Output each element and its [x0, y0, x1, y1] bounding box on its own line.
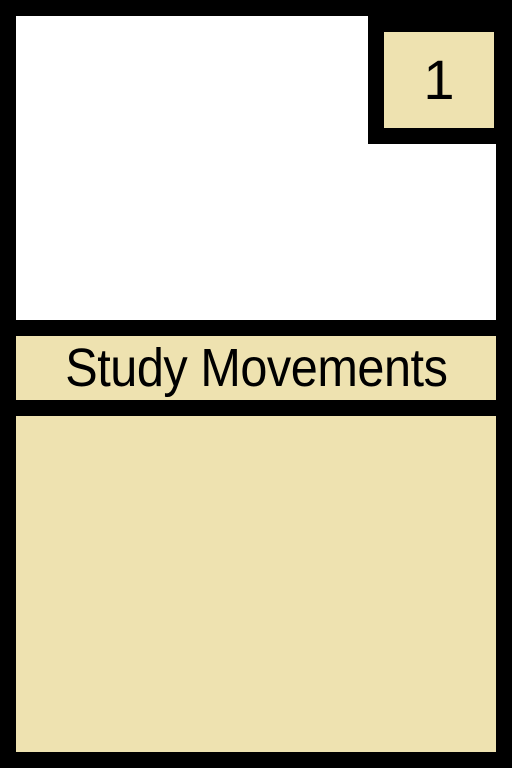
card-title: Study Movements [64, 338, 448, 398]
card-rules-text-box [16, 416, 496, 752]
card-cost-badge: 1 [384, 32, 494, 128]
card-cost-value: 1 [423, 48, 455, 111]
card-title-bar: Study Movements [16, 336, 496, 400]
